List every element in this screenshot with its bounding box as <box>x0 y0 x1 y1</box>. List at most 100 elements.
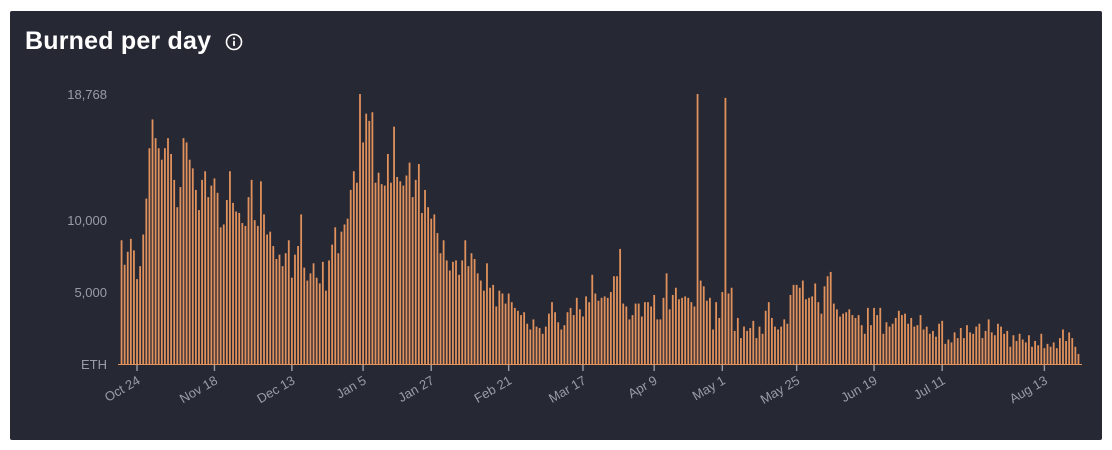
bar <box>653 294 656 364</box>
bar <box>897 310 900 364</box>
bar <box>1000 326 1002 364</box>
bar <box>1040 333 1043 364</box>
bar <box>752 320 755 364</box>
bar <box>811 296 814 364</box>
bar <box>309 273 312 364</box>
bar <box>120 240 123 364</box>
bar <box>928 333 931 364</box>
bar <box>535 326 538 364</box>
bar <box>235 211 238 364</box>
bar <box>572 315 575 364</box>
bar <box>736 317 739 364</box>
bar <box>625 306 628 364</box>
bar <box>216 192 219 364</box>
bar <box>938 323 940 364</box>
bar <box>275 258 278 364</box>
x-tick-label: Feb 21 <box>472 373 515 406</box>
bar <box>352 171 355 364</box>
bar <box>123 264 126 364</box>
bar <box>170 153 172 364</box>
bar <box>876 315 879 364</box>
bar <box>433 214 436 364</box>
bar <box>693 306 696 364</box>
bar <box>644 302 646 364</box>
bar <box>368 120 371 365</box>
bar <box>498 290 501 364</box>
bar <box>730 287 733 364</box>
bar <box>513 307 516 364</box>
bar <box>671 294 674 364</box>
bar <box>417 164 420 364</box>
info-icon[interactable] <box>225 33 243 51</box>
bar <box>674 287 677 364</box>
bar <box>845 312 848 364</box>
bar <box>984 330 987 364</box>
bar <box>724 97 727 365</box>
bar <box>588 302 591 364</box>
bar <box>882 333 885 364</box>
bar <box>981 338 984 364</box>
bar <box>866 307 869 364</box>
bar <box>284 253 287 364</box>
bar <box>504 303 507 364</box>
bar <box>569 307 572 364</box>
bar <box>269 231 272 364</box>
bar <box>294 254 296 364</box>
bar <box>606 297 609 364</box>
bar <box>544 326 547 364</box>
bar <box>817 302 820 364</box>
y-tick-label: 10,000 <box>67 213 107 228</box>
bar <box>241 223 244 364</box>
bar <box>956 338 959 364</box>
bar <box>894 317 897 364</box>
bar <box>405 175 408 364</box>
bar <box>349 189 352 364</box>
bar <box>238 212 241 364</box>
bar <box>232 202 234 364</box>
bar <box>501 293 504 364</box>
bar <box>578 309 581 364</box>
bar <box>1037 345 1040 364</box>
bar <box>213 178 216 364</box>
bar <box>755 338 758 364</box>
x-tick-label: Dec 13 <box>254 373 297 407</box>
bar <box>681 297 683 364</box>
bar <box>219 227 222 364</box>
bar <box>848 309 851 364</box>
bar <box>129 238 132 364</box>
x-tick-label: Mar 17 <box>546 373 589 406</box>
bar <box>836 309 838 364</box>
bar <box>256 225 259 364</box>
bar <box>935 336 937 364</box>
bar <box>1065 340 1067 364</box>
bar <box>777 329 779 364</box>
bar <box>743 326 745 364</box>
bar <box>563 325 566 364</box>
x-axis: Oct 24 Nov 18 Dec 13 Jan 5 Jan 27 Feb 21 Mar 1… <box>102 365 1050 407</box>
bar <box>640 316 643 364</box>
bar <box>1077 353 1080 364</box>
bar <box>842 313 844 364</box>
bar <box>489 287 491 364</box>
bar <box>860 325 863 364</box>
panel-header: Burned per day <box>25 27 243 56</box>
bar <box>814 283 817 364</box>
bar <box>721 292 724 364</box>
bar <box>201 179 203 364</box>
bar <box>622 303 625 364</box>
bar <box>659 319 662 364</box>
bar <box>297 246 299 364</box>
bar <box>548 313 550 364</box>
bar <box>399 181 402 364</box>
bar <box>396 176 399 364</box>
bar <box>854 317 857 364</box>
bar <box>263 214 265 364</box>
bar <box>1046 343 1049 364</box>
bar <box>764 310 767 364</box>
bar <box>402 185 405 364</box>
bar <box>820 313 823 364</box>
bar <box>637 303 640 364</box>
bar <box>386 153 389 364</box>
bar <box>486 263 488 364</box>
